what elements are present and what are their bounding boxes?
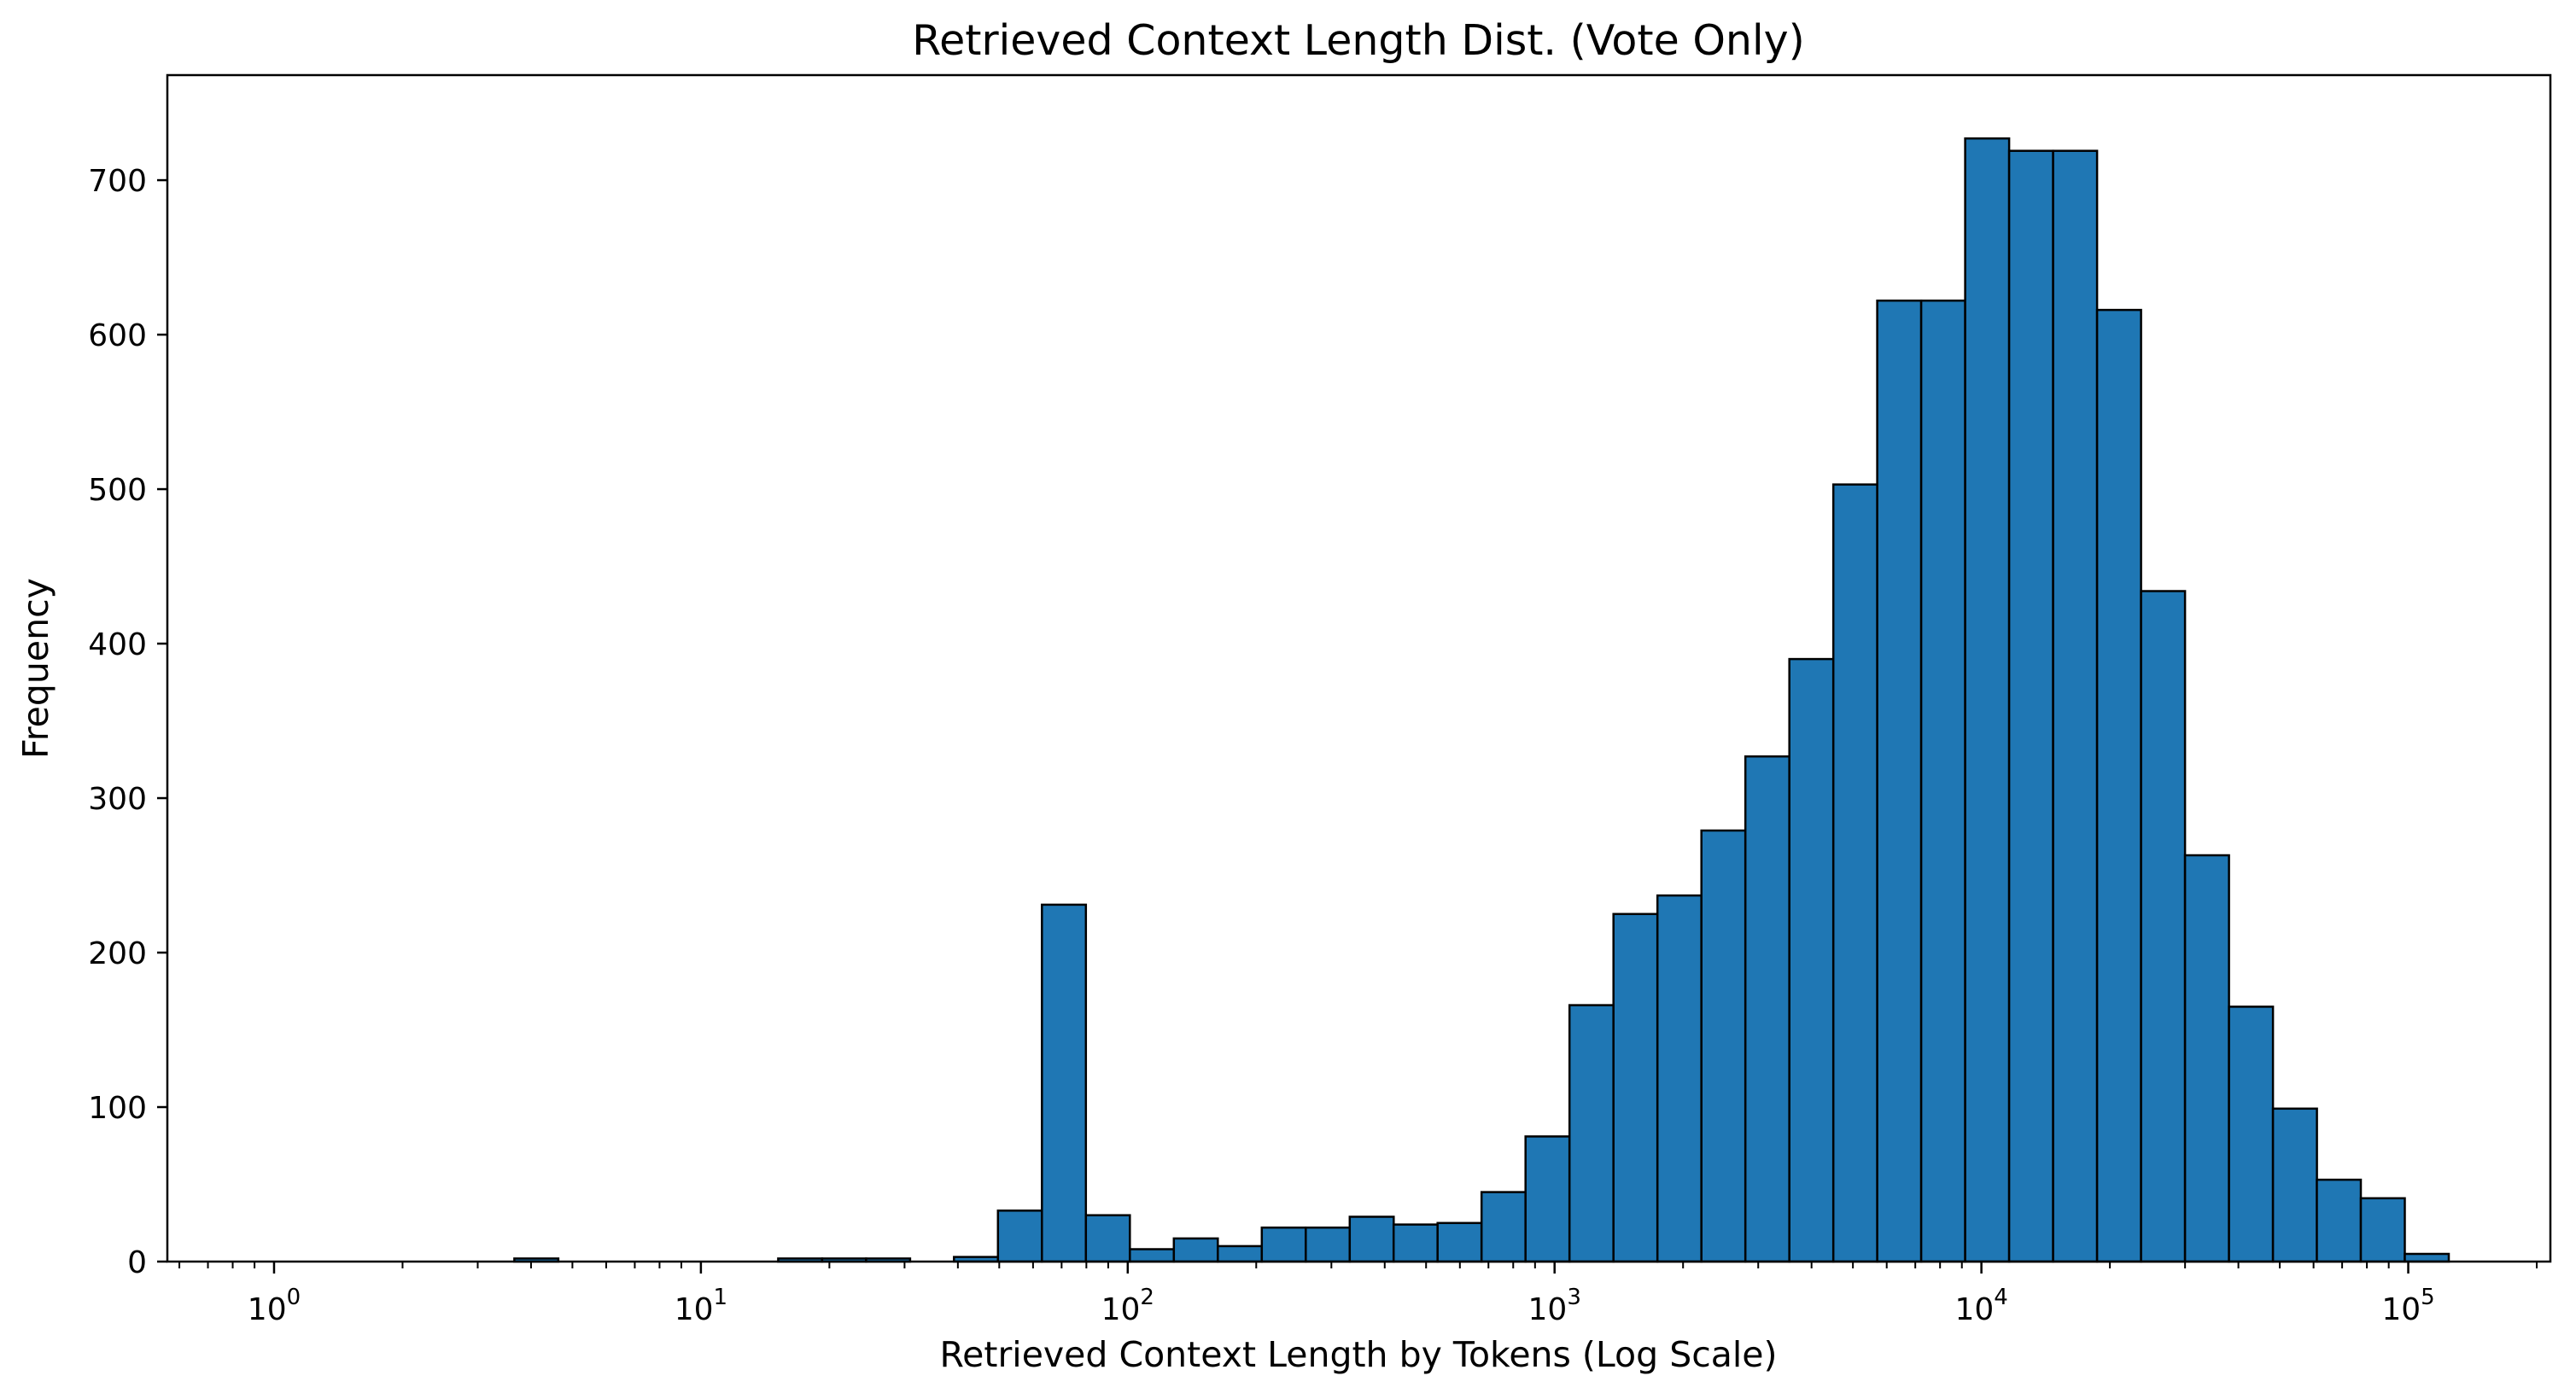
chart-title: Retrieved Context Length Dist. (Vote Onl… <box>912 16 1804 65</box>
y-tick-label: 100 <box>88 1091 147 1126</box>
histogram-bar <box>1524 1135 1571 1263</box>
x-axis-label: Retrieved Context Length by Tokens (Log … <box>940 1334 1778 1375</box>
histogram-bar <box>2095 308 2142 1263</box>
histogram-bar <box>1744 755 1790 1263</box>
histogram-bar <box>2007 149 2054 1263</box>
x-tick-label: 102 <box>1101 1285 1154 1327</box>
axes-layer: 0 100 200 300 400 500 600 700 100 101 102 103 104 105 <box>88 73 2552 1327</box>
histogram-bar <box>2183 854 2230 1263</box>
histogram-bar <box>1876 299 1923 1263</box>
y-tick-label: 600 <box>88 318 147 353</box>
y-tick-label: 0 <box>127 1245 147 1280</box>
histogram-bar <box>2359 1197 2406 1263</box>
x-tick-label: 101 <box>675 1285 727 1327</box>
histogram-bar <box>1041 903 1088 1263</box>
histogram-bar <box>996 1210 1043 1263</box>
histogram-bar <box>1831 483 1878 1263</box>
histogram-bar <box>1612 912 1659 1263</box>
histogram-bar <box>1480 1191 1527 1263</box>
y-axis-label: Frequency <box>15 578 56 759</box>
histogram-bar <box>1129 1248 1176 1263</box>
histogram-bar <box>1392 1223 1439 1263</box>
histogram-bar <box>2228 1006 2275 1263</box>
x-tick-label: 105 <box>2381 1285 2434 1327</box>
x-tick-label: 104 <box>1954 1285 2007 1327</box>
histogram-bar <box>2316 1178 2363 1263</box>
histogram-bar <box>1260 1226 1307 1263</box>
y-tick-label: 300 <box>88 782 147 817</box>
histogram-bar <box>1656 894 1703 1263</box>
histogram-bar <box>2271 1107 2318 1263</box>
histogram-bar <box>1964 137 2011 1263</box>
histogram-bar <box>1348 1215 1395 1263</box>
histogram-bar <box>1568 1004 1615 1263</box>
y-tick-label: 200 <box>88 936 147 971</box>
plot-frame <box>166 73 2552 1263</box>
x-tick-label: 103 <box>1528 1285 1581 1327</box>
histogram-bar <box>2140 590 2187 1263</box>
histogram-bar <box>1700 829 1747 1263</box>
histogram-bar <box>1084 1214 1131 1263</box>
bars-layer <box>513 137 2450 1263</box>
histogram-bar <box>2404 1252 2450 1263</box>
histogram-bar <box>2052 149 2099 1263</box>
histogram-bar <box>1172 1237 1219 1263</box>
x-tick-label: 100 <box>248 1285 301 1327</box>
histogram-bar <box>1919 299 1966 1263</box>
y-tick-label: 500 <box>88 473 147 508</box>
y-tick-label: 700 <box>88 164 147 199</box>
histogram-bar <box>1217 1245 1264 1263</box>
histogram-bar <box>1436 1221 1483 1263</box>
y-tick-label: 400 <box>88 627 147 662</box>
histogram-bar <box>1305 1226 1352 1263</box>
histogram-bar <box>1788 657 1835 1263</box>
